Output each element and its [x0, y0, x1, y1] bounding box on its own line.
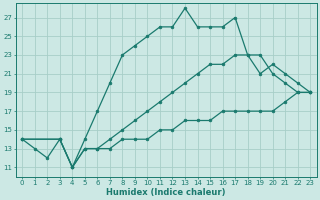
X-axis label: Humidex (Indice chaleur): Humidex (Indice chaleur): [107, 188, 226, 197]
